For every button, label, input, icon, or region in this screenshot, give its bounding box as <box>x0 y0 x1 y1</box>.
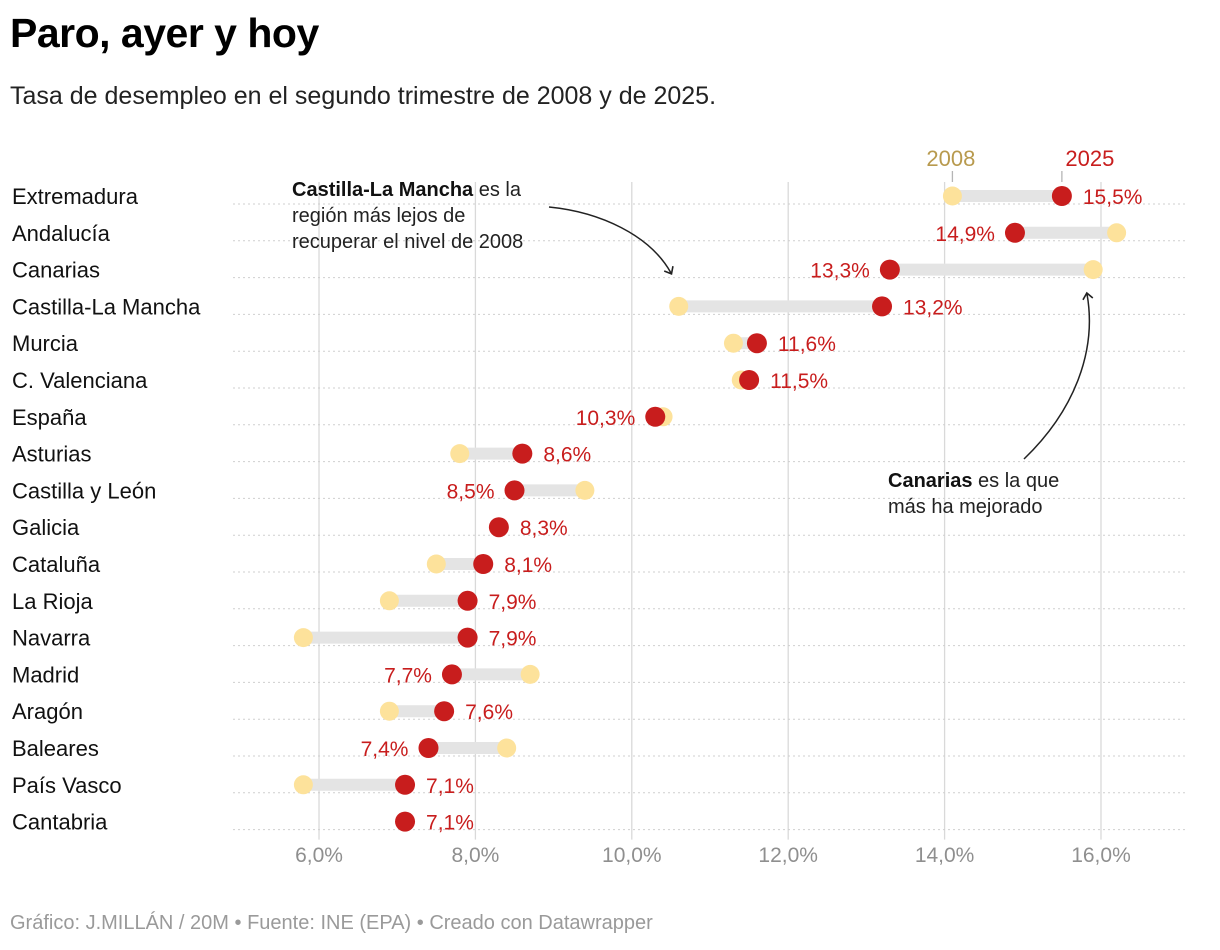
region-label: Cantabria <box>12 810 108 835</box>
x-tick-label: 12,0% <box>758 844 818 867</box>
region-label: Galicia <box>12 515 80 540</box>
dot-range-chart: 6,0% 8,0% 10,0% 12,0% 14,0% 16,0% Extremadura 1… <box>0 0 1220 950</box>
value-label: 11,6% <box>778 333 836 356</box>
dot-2008 <box>1107 223 1126 242</box>
dot-2025 <box>395 812 415 832</box>
dot-2025 <box>505 480 525 500</box>
value-label: 11,5% <box>770 370 828 393</box>
value-label: 8,5% <box>447 480 495 503</box>
region-label: Murcia <box>12 331 79 356</box>
value-label: 10,3% <box>576 407 636 430</box>
dot-2025 <box>512 444 532 464</box>
x-tick-label: 16,0% <box>1071 844 1131 867</box>
value-label: 7,6% <box>465 701 513 724</box>
region-label: España <box>12 405 87 430</box>
annotation-line: región más lejos de <box>292 205 465 227</box>
dot-2008 <box>427 555 446 574</box>
legend-2025: 2025 <box>1065 146 1114 171</box>
region-label: Castilla-La Mancha <box>12 294 201 319</box>
dot-2008 <box>497 739 516 758</box>
value-label: 8,3% <box>520 517 568 540</box>
legend-2008: 2008 <box>926 146 975 171</box>
dot-2008 <box>575 481 594 500</box>
value-label: 7,4% <box>361 738 409 761</box>
dot-2025 <box>418 738 438 758</box>
x-tick-label: 14,0% <box>915 844 975 867</box>
dot-2008 <box>724 334 743 353</box>
value-label: 15,5% <box>1083 186 1143 209</box>
dot-2008 <box>450 444 469 463</box>
value-label: 13,2% <box>903 296 963 319</box>
annotation-line: recuperar el nivel de 2008 <box>292 231 523 253</box>
dot-2025 <box>458 628 478 648</box>
dot-2008 <box>669 297 688 316</box>
source-credit: Gráfico: J.MILLÁN / 20M • Fuente: INE (E… <box>10 912 653 935</box>
region-label: Castilla y León <box>12 478 156 503</box>
region-label: Cataluña <box>12 552 101 577</box>
value-label: 14,9% <box>935 223 995 246</box>
value-label: 7,1% <box>426 812 474 835</box>
annotation-bold: Castilla-La Mancha <box>292 179 474 201</box>
region-label: Asturias <box>12 442 91 467</box>
region-label: Canarias <box>12 258 100 283</box>
region-label: La Rioja <box>12 589 93 614</box>
dot-2025 <box>747 333 767 353</box>
dot-2025 <box>458 591 478 611</box>
dot-2008 <box>380 702 399 721</box>
arrow-canarias <box>1024 294 1089 459</box>
annotation-castilla-la-mancha: Castilla-La Mancha es la región más lejos… <box>292 179 523 253</box>
dot-2025 <box>1005 223 1025 243</box>
annotation-line: es la <box>473 179 522 201</box>
dot-2008 <box>943 187 962 206</box>
dot-2025 <box>489 517 509 537</box>
dot-2025 <box>645 407 665 427</box>
dot-2008 <box>294 628 313 647</box>
dot-2025 <box>1052 186 1072 206</box>
annotation-canarias: Canarias es la que más ha mejorado <box>888 470 1059 518</box>
dot-2008 <box>380 591 399 610</box>
region-label: País Vasco <box>12 773 122 798</box>
dot-2025 <box>473 554 493 574</box>
region-label: Madrid <box>12 662 79 687</box>
annotation-bold: Canarias <box>888 470 973 492</box>
value-label: 7,1% <box>426 775 474 798</box>
dot-2025 <box>872 296 892 316</box>
region-label: Andalucía <box>12 221 111 246</box>
dot-2008 <box>294 775 313 794</box>
value-label: 8,1% <box>504 554 552 577</box>
dot-2025 <box>442 664 462 684</box>
value-label: 8,6% <box>543 444 591 467</box>
x-tick-label: 10,0% <box>602 844 662 867</box>
x-tick-label: 6,0% <box>295 844 343 867</box>
arrow-castilla-la-mancha <box>549 207 671 273</box>
dot-2008 <box>521 665 540 684</box>
dot-2025 <box>434 701 454 721</box>
region-label: Baleares <box>12 736 99 761</box>
region-label: Aragón <box>12 699 83 724</box>
region-label: Navarra <box>12 626 91 651</box>
annotation-line: es la que <box>973 470 1060 492</box>
dot-2025 <box>395 775 415 795</box>
value-label: 13,3% <box>810 260 870 283</box>
dot-2025 <box>739 370 759 390</box>
dot-2008 <box>1084 260 1103 279</box>
dot-2025 <box>880 260 900 280</box>
x-tick-label: 8,0% <box>451 844 499 867</box>
region-label: Extremadura <box>12 184 139 209</box>
value-label: 7,7% <box>384 664 432 687</box>
region-label: C. Valenciana <box>12 368 148 393</box>
value-label: 7,9% <box>489 591 537 614</box>
value-label: 7,9% <box>489 628 537 651</box>
annotation-line: más ha mejorado <box>888 496 1043 518</box>
